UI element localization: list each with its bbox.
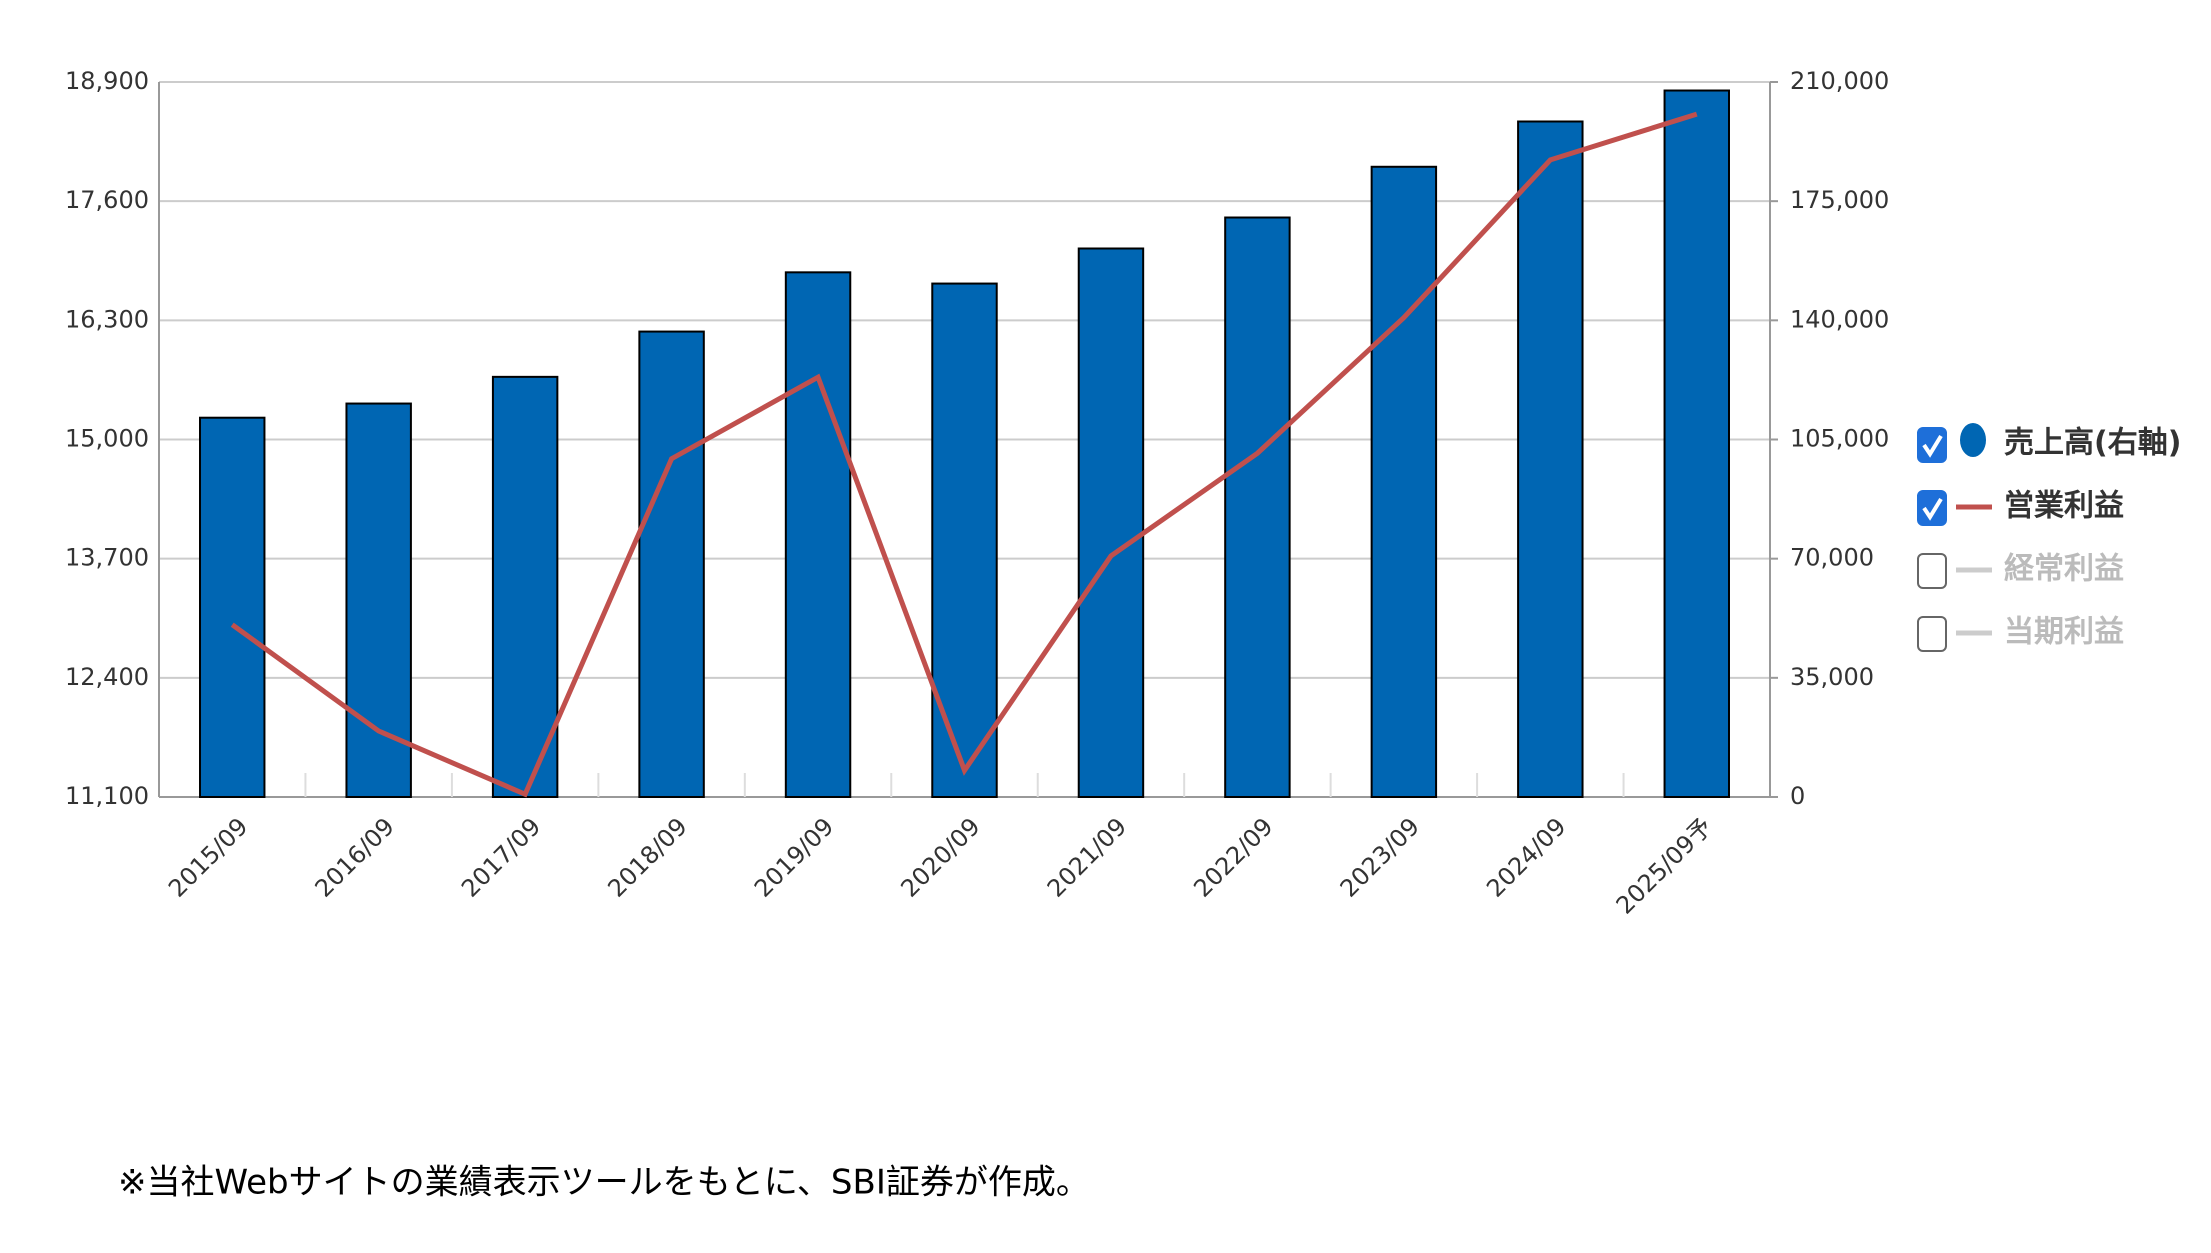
y2-tick-label: 210,000	[1790, 67, 1889, 95]
bar	[1663, 89, 1730, 798]
legend-checkbox[interactable]	[1917, 427, 1947, 463]
legend-label: 営業利益	[2004, 489, 2124, 524]
bar	[1077, 247, 1145, 798]
y2-tick-label: 35,000	[1790, 663, 1874, 691]
y2-tick-label: 70,000	[1790, 544, 1874, 572]
legend-checkbox[interactable]	[1917, 490, 1947, 526]
bar	[784, 271, 852, 799]
legend-label: 売上高(右軸)	[2004, 426, 2181, 461]
bar	[931, 282, 998, 798]
y-tick-label: 12,400	[65, 663, 149, 691]
y2-tick-label: 0	[1790, 782, 1805, 810]
legend-check	[1922, 497, 1943, 521]
y-tick-label: 11,100	[65, 782, 149, 810]
x-tick-label: 2022/09	[1188, 812, 1278, 902]
footnote: ※当社Webサイトの業績表示ツールをもとに、SBI証券が作成。	[118, 1163, 1090, 1203]
line	[230, 111, 1698, 798]
x-tick-label: 2025/09予	[1611, 812, 1718, 919]
bar	[1224, 216, 1291, 798]
x-tick-label: 2023/09	[1335, 812, 1425, 902]
y-tick-label: 13,700	[65, 544, 149, 572]
y-tick-label: 16,300	[65, 305, 149, 333]
x-tick-label: 2019/09	[749, 812, 839, 902]
bar	[199, 416, 266, 798]
x-tick-label: 2018/09	[602, 812, 692, 902]
x-tick-label: 2024/09	[1481, 812, 1571, 902]
x-tick-label: 2017/09	[456, 812, 546, 902]
y2-tick-label: 105,000	[1790, 425, 1889, 453]
y-tick-label: 15,000	[65, 425, 149, 453]
x-tick-label: 2021/09	[1042, 812, 1132, 902]
bar	[491, 375, 559, 798]
y-tick-label: 18,900	[65, 67, 149, 95]
bar	[345, 402, 412, 798]
y2-tick-label: 140,000	[1790, 305, 1889, 333]
bar	[1517, 120, 1584, 798]
bar	[1370, 165, 1438, 798]
x-tick-label: 2016/09	[310, 812, 400, 902]
y2-tick-label: 175,000	[1790, 186, 1889, 214]
y-tick-label: 17,600	[65, 186, 149, 214]
legend-label: 当期利益	[2004, 615, 2124, 650]
legend-swatch	[1960, 423, 1986, 457]
x-tick-label: 2020/09	[895, 812, 985, 902]
legend-label: 経常利益	[2004, 552, 2124, 587]
x-tick-label: 2015/09	[163, 812, 253, 902]
legend-check	[1922, 434, 1943, 458]
bar	[638, 330, 705, 798]
legend-checkbox[interactable]	[1917, 553, 1947, 589]
legend-checkbox[interactable]	[1917, 616, 1947, 652]
